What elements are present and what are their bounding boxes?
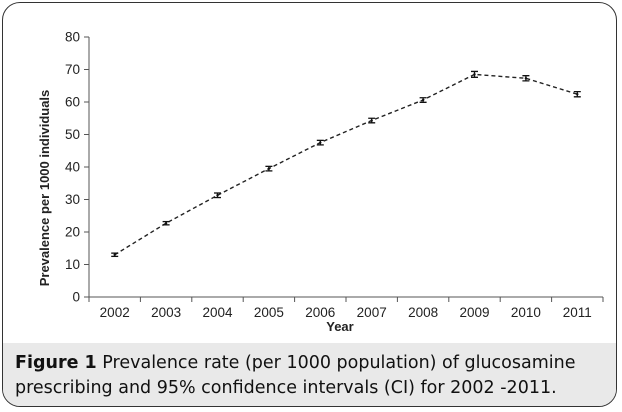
x-tick-label: 2011	[563, 305, 592, 320]
y-tick-label: 60	[65, 95, 80, 110]
error-bar	[111, 253, 118, 256]
error-bar	[574, 92, 581, 97]
x-tick-label: 2010	[511, 305, 541, 320]
x-tick-label: 2002	[100, 305, 130, 320]
error-bar	[265, 166, 272, 171]
series-line	[115, 74, 578, 254]
figure-panel: 0 10 20 30 40 50 60 70 80 2002 2003 2004 2005 2006 20…	[2, 2, 617, 407]
data-point	[473, 73, 475, 75]
y-tick-label: 50	[65, 127, 80, 142]
error-bar	[163, 222, 170, 225]
error-bar	[420, 98, 427, 103]
error-bar	[471, 71, 478, 77]
data-point	[216, 194, 218, 196]
x-tick-label: 2008	[408, 305, 438, 320]
error-bars	[111, 71, 581, 256]
y-tick-label: 70	[65, 62, 80, 77]
data-point	[165, 222, 167, 224]
data-point	[525, 77, 527, 79]
caption-text: Prevalence rate (per 1000 population) of…	[15, 353, 575, 398]
y-tick-label: 30	[65, 192, 80, 207]
data-point	[576, 93, 578, 95]
y-ticks: 0 10 20 30 40 50 60 70 80	[65, 30, 89, 305]
x-tick-label: 2004	[202, 305, 233, 320]
y-tick-label: 20	[65, 225, 80, 240]
y-tick-label: 10	[65, 257, 80, 272]
caption-label: Figure 1	[15, 353, 97, 373]
x-ticks: 2002 2003 2004 2005 2006 2007 2008 2009 2010 2011	[89, 297, 603, 320]
y-tick-label: 80	[65, 30, 80, 45]
data-point	[422, 99, 424, 101]
y-tick-label: 40	[65, 160, 80, 175]
x-axis-title: Year	[326, 319, 353, 334]
data-point	[371, 119, 373, 121]
data-point	[114, 254, 116, 256]
x-tick-label: 2006	[305, 305, 335, 320]
x-tick-label: 2003	[151, 305, 181, 320]
x-tick-label: 2007	[357, 305, 387, 320]
y-tick-label: 0	[72, 290, 80, 305]
data-point	[268, 167, 270, 169]
y-axis-title: Prevalence per 1000 individuals	[37, 90, 52, 287]
x-tick-label: 2005	[254, 305, 284, 320]
data-point	[319, 141, 321, 143]
x-tick-label: 2009	[459, 305, 489, 320]
figure-caption: Figure 1 Prevalence rate (per 1000 popul…	[3, 343, 616, 407]
error-bar	[522, 76, 529, 81]
